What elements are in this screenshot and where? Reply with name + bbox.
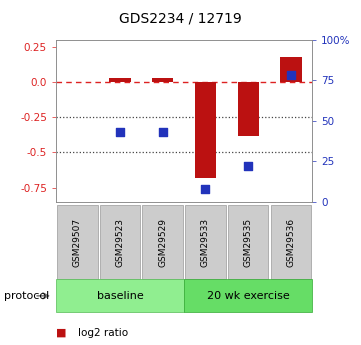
Text: baseline: baseline [97,291,143,301]
Text: GSM29507: GSM29507 [73,218,82,267]
Text: 20 wk exercise: 20 wk exercise [207,291,290,301]
Bar [152,78,173,82]
Text: GSM29523: GSM29523 [116,218,125,267]
Bar [238,82,259,136]
Bar [280,57,301,82]
Text: ■: ■ [56,328,66,338]
Text: GSM29536: GSM29536 [286,218,295,267]
Text: log2 ratio: log2 ratio [78,328,128,338]
Text: GSM29529: GSM29529 [158,218,167,267]
Bar [109,78,131,82]
Point [160,129,166,135]
Point [203,186,208,191]
Text: GSM29535: GSM29535 [244,218,253,267]
Point [245,164,251,169]
Text: GSM29533: GSM29533 [201,218,210,267]
Point [288,72,294,78]
Bar [195,82,216,178]
Text: GDS2234 / 12719: GDS2234 / 12719 [119,12,242,26]
Point [117,129,123,135]
Text: protocol: protocol [4,291,49,301]
